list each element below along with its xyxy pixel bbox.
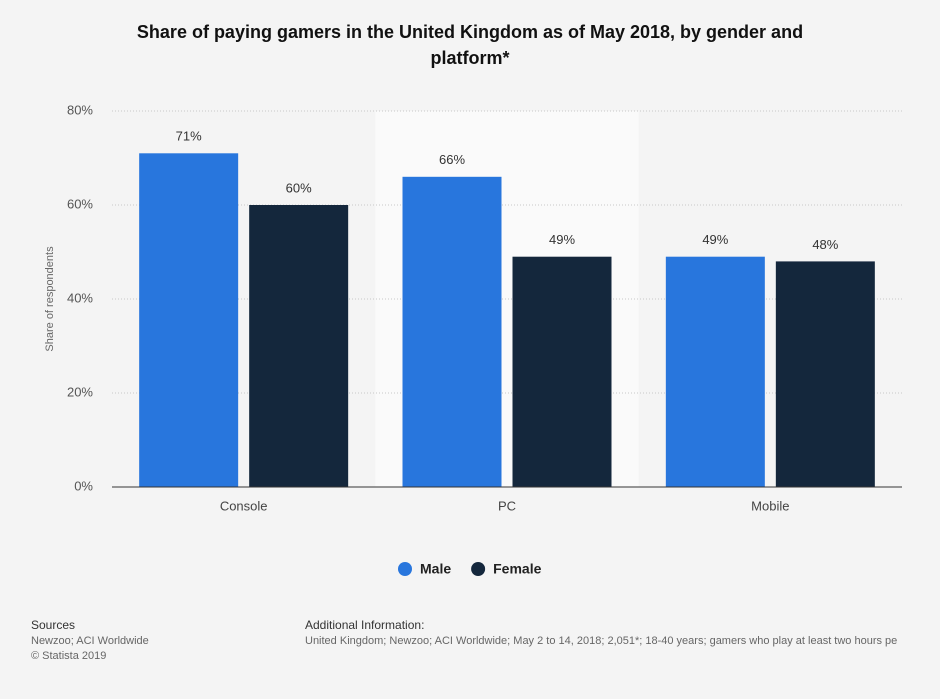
sources-line: Newzoo; ACI Worldwide <box>31 635 149 647</box>
bar <box>139 153 239 488</box>
legend-label: Male <box>420 561 451 577</box>
bar <box>512 256 612 487</box>
legend-marker <box>471 562 486 576</box>
legend-marker <box>398 562 412 576</box>
y-tick-label: 0% <box>74 478 93 493</box>
additional-info-title: Additional Information: <box>305 618 424 632</box>
y-axis-label: Share of respondents <box>44 246 56 352</box>
additional-info-text: United Kingdom; Newzoo; ACI Worldwide; M… <box>305 635 897 647</box>
bar <box>249 205 349 487</box>
y-tick-label: 80% <box>67 102 93 117</box>
y-tick-label: 40% <box>67 290 93 305</box>
chart-title: Share of paying gamers in the United Kin… <box>137 22 803 68</box>
value-label: 49% <box>549 232 575 247</box>
bar <box>775 261 875 487</box>
value-label: 66% <box>439 152 465 167</box>
bar <box>402 176 502 488</box>
x-tick-label: Console <box>220 498 268 513</box>
sources-title: Sources <box>31 618 75 632</box>
y-tick-label: 60% <box>67 196 93 211</box>
value-label: 48% <box>812 237 838 252</box>
bar <box>665 256 765 487</box>
x-tick-label: PC <box>498 498 516 513</box>
value-label: 49% <box>702 232 728 247</box>
y-tick-label: 20% <box>67 384 93 399</box>
sources-line: © Statista 2019 <box>31 650 106 662</box>
x-tick-label: Mobile <box>751 498 789 513</box>
value-label: 60% <box>286 180 312 195</box>
legend-label: Female <box>493 561 541 577</box>
value-label: 71% <box>176 129 202 144</box>
